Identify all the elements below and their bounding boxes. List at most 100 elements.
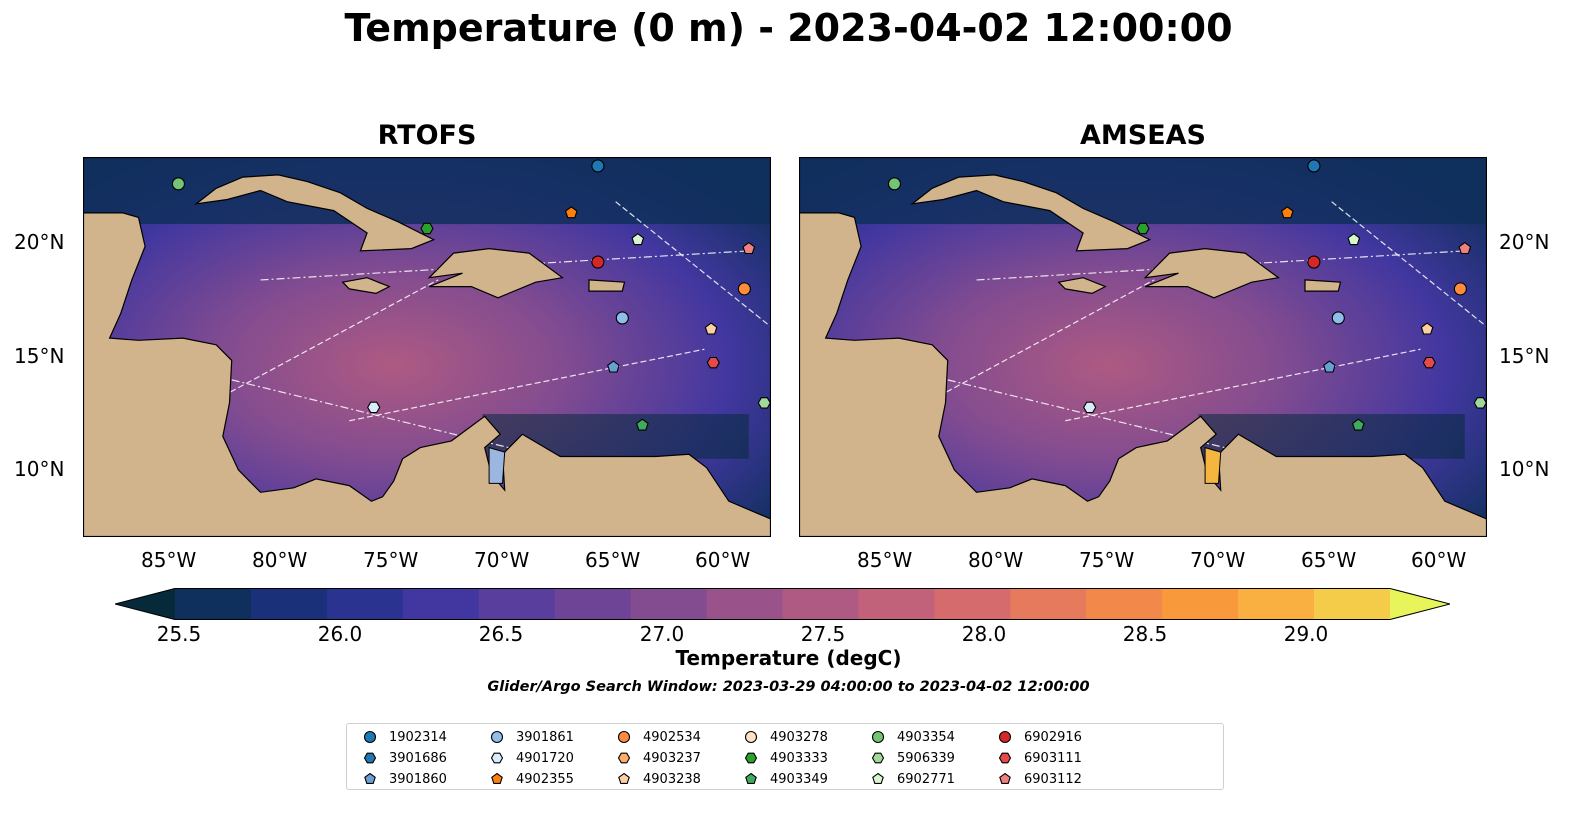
lat-label-left-10n: 10°N — [14, 457, 65, 481]
float-marker-4903238 — [1420, 322, 1434, 335]
float-marker-4903349 — [635, 418, 649, 431]
lon-label-rtofs-65w: 65°W — [585, 548, 641, 572]
legend-item-4902355: 4902355 — [490, 769, 574, 789]
float-marker-1902314 — [1307, 159, 1321, 173]
search-window-note: Glider/Argo Search Window: 2023-03-29 04… — [487, 679, 1090, 695]
legend-item-4903333: 4903333 — [744, 748, 828, 768]
lat-label-right-20n: 20°N — [1499, 230, 1550, 254]
lon-label-rtofs-60w: 60°W — [695, 548, 751, 572]
legend-item-6903112: 6903112 — [998, 769, 1082, 789]
legend-item-5906339: 5906339 — [871, 748, 955, 768]
hexagon-marker-icon — [871, 752, 885, 764]
legend-label: 4903237 — [643, 750, 701, 766]
rtofs-map-panel — [83, 157, 771, 537]
legend-item-6902916: 6902916 — [998, 727, 1082, 747]
colorbar-tick-28-5: 28.5 — [1122, 622, 1168, 646]
float-marker-6902771 — [631, 233, 645, 246]
float-marker-4902534 — [1453, 282, 1467, 296]
circle-marker-icon — [998, 730, 1012, 744]
legend-label: 6903111 — [1024, 750, 1082, 766]
float-marker-3901860 — [1323, 360, 1336, 373]
hexagon-marker-icon — [363, 752, 377, 764]
float-marker-6902916 — [1307, 255, 1321, 269]
legend-label: 4903278 — [770, 729, 828, 745]
float-marker-6903112 — [742, 241, 756, 255]
colorbar-tick-27-0: 27.0 — [639, 622, 685, 646]
circle-marker-icon — [871, 730, 885, 744]
colorbar-tick-25-5: 25.5 — [156, 622, 202, 646]
legend-item-4903278: 4903278 — [744, 727, 828, 747]
figure-title: Temperature (0 m) - 2023-04-02 12:00:00 — [344, 6, 1233, 50]
lon-label-amseas-65w: 65°W — [1301, 548, 1357, 572]
legend-label: 4903238 — [643, 771, 701, 787]
legend-label: 3901861 — [516, 729, 574, 745]
legend-label: 4902534 — [643, 729, 701, 745]
pentagon-marker-icon — [364, 772, 376, 784]
legend-item-4903238: 4903238 — [617, 769, 701, 789]
legend-label: 6903112 — [1024, 771, 1082, 787]
legend-label: 5906339 — [897, 750, 955, 766]
float-marker-6903112 — [1458, 241, 1472, 255]
float-marker-4903354 — [887, 177, 901, 191]
float-marker-1902314 — [591, 159, 605, 173]
pentagon-marker-icon — [745, 772, 757, 784]
float-marker-4903354 — [171, 177, 185, 191]
colorbar-label: Temperature (degC) — [675, 646, 902, 670]
circle-marker-icon — [744, 730, 758, 744]
lon-label-amseas-85w: 85°W — [857, 548, 913, 572]
float-marker-3901861 — [1331, 311, 1345, 325]
lon-label-rtofs-70w: 70°W — [474, 548, 530, 572]
float-marker-4903333 — [1136, 222, 1150, 235]
float-marker-6903111 — [706, 356, 720, 369]
float-marker-6903111 — [1422, 356, 1436, 369]
legend-item-3901686: 3901686 — [363, 748, 447, 768]
pentagon-marker-icon — [491, 772, 503, 784]
float-marker-5906339 — [1473, 397, 1487, 409]
legend-item-4903354: 4903354 — [871, 727, 955, 747]
pentagon-marker-icon — [999, 772, 1011, 784]
hexagon-marker-icon — [617, 752, 631, 764]
float-marker-4902355 — [1280, 206, 1294, 219]
hexagon-marker-icon — [744, 752, 758, 764]
float-marker-3901860 — [607, 360, 620, 373]
legend-label: 4902355 — [516, 771, 574, 787]
lat-label-right-15n: 15°N — [1499, 344, 1550, 368]
legend-label: 4903333 — [770, 750, 828, 766]
legend-item-4903349: 4903349 — [744, 769, 828, 789]
lon-label-amseas-70w: 70°W — [1190, 548, 1246, 572]
legend-label: 3901860 — [389, 771, 447, 787]
lon-label-rtofs-80w: 80°W — [252, 548, 308, 572]
float-marker-4902355 — [564, 206, 578, 219]
legend-label: 4903349 — [770, 771, 828, 787]
pentagon-marker-icon — [618, 772, 630, 784]
float-marker-4903238 — [704, 322, 718, 335]
lat-label-left-20n: 20°N — [14, 230, 65, 254]
legend-item-6902771: 6902771 — [871, 769, 955, 789]
legend-label: 6902771 — [897, 771, 955, 787]
colorbar-tick-26-5: 26.5 — [478, 622, 524, 646]
colorbar-tick-27-5: 27.5 — [800, 622, 846, 646]
circle-marker-icon — [490, 730, 504, 744]
panel-title-amseas: AMSEAS — [1080, 120, 1206, 151]
float-marker-3901861 — [615, 311, 629, 325]
legend-label: 4903354 — [897, 729, 955, 745]
lon-label-amseas-60w: 60°W — [1411, 548, 1467, 572]
float-marker-6902916 — [591, 255, 605, 269]
float-marker-6902771 — [1347, 233, 1361, 246]
lat-label-left-15n: 15°N — [14, 344, 65, 368]
colorbar-tick-28-0: 28.0 — [961, 622, 1007, 646]
legend-item-1902314: 1902314 — [363, 727, 447, 747]
legend-item-3901860: 3901860 — [363, 769, 447, 789]
legend-item-6903111: 6903111 — [998, 748, 1082, 768]
float-marker-4903349 — [1351, 418, 1365, 431]
panel-title-rtofs: RTOFS — [377, 120, 477, 151]
legend-label: 3901686 — [389, 750, 447, 766]
legend-item-4901720: 4901720 — [490, 748, 574, 768]
float-marker-4902534 — [737, 282, 751, 296]
float-legend: 1902314 3901686 3901860 3901861 4901720 49023… — [346, 723, 1224, 790]
colorbar-tick-26-0: 26.0 — [317, 622, 363, 646]
lat-label-right-10n: 10°N — [1499, 457, 1550, 481]
legend-item-4903237: 4903237 — [617, 748, 701, 768]
circle-marker-icon — [363, 730, 377, 744]
legend-item-3901861: 3901861 — [490, 727, 574, 747]
